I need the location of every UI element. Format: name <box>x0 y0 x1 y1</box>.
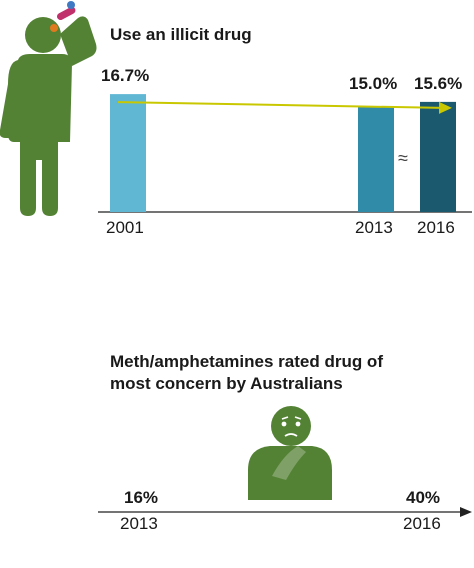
trend-arrow-line <box>117 101 443 109</box>
chart2-title-line1: Meth/amphetamines rated drug of <box>110 352 383 371</box>
value-label-2016: 15.6% <box>414 74 463 93</box>
chart2-title-line2: most concern by Australians <box>110 374 343 393</box>
timeline-arrowhead <box>460 507 472 517</box>
worried-person-icon <box>248 406 332 500</box>
chart-title: Use an illicit drug <box>110 25 252 44</box>
value-label-2016-concern: 40% <box>406 488 441 507</box>
tick-label-2001: 2001 <box>106 218 144 237</box>
value-label-2001: 16.7% <box>101 66 150 85</box>
meth-concern-timeline <box>98 507 472 517</box>
person-taking-pill-icon <box>0 1 97 216</box>
bar-2016 <box>420 101 456 212</box>
tick-label-2016-concern: 2016 <box>403 514 441 533</box>
bar-2013 <box>358 106 394 212</box>
value-label-2013: 15.0% <box>349 74 398 93</box>
tick-label-2016: 2016 <box>417 218 455 237</box>
value-label-2013-concern: 16% <box>124 488 159 507</box>
tick-label-2013-concern: 2013 <box>120 514 158 533</box>
trend-arrow-head <box>439 101 452 114</box>
approx-break-icon: ≈ <box>398 148 408 168</box>
bar-2001 <box>110 94 146 212</box>
illicit-drug-bar-chart <box>98 94 472 213</box>
tick-label-2013: 2013 <box>355 218 393 237</box>
